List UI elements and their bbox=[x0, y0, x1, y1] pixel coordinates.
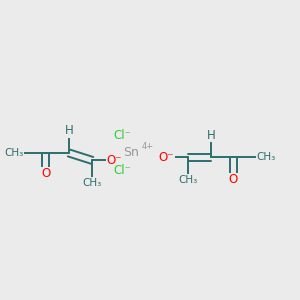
Text: O⁻: O⁻ bbox=[159, 151, 174, 164]
Text: O: O bbox=[229, 173, 238, 186]
Text: H: H bbox=[64, 124, 73, 137]
Text: H: H bbox=[207, 129, 216, 142]
Text: 4+: 4+ bbox=[142, 142, 154, 152]
Text: CH₃: CH₃ bbox=[4, 148, 24, 158]
Text: Sn: Sn bbox=[123, 146, 139, 160]
Text: CH₃: CH₃ bbox=[178, 175, 198, 185]
Text: Cl⁻: Cl⁻ bbox=[114, 164, 132, 177]
Text: O⁻: O⁻ bbox=[106, 154, 122, 167]
Text: O: O bbox=[41, 167, 50, 180]
Text: CH₃: CH₃ bbox=[256, 152, 276, 162]
Text: CH₃: CH₃ bbox=[82, 178, 102, 188]
Text: Cl⁻: Cl⁻ bbox=[114, 129, 132, 142]
